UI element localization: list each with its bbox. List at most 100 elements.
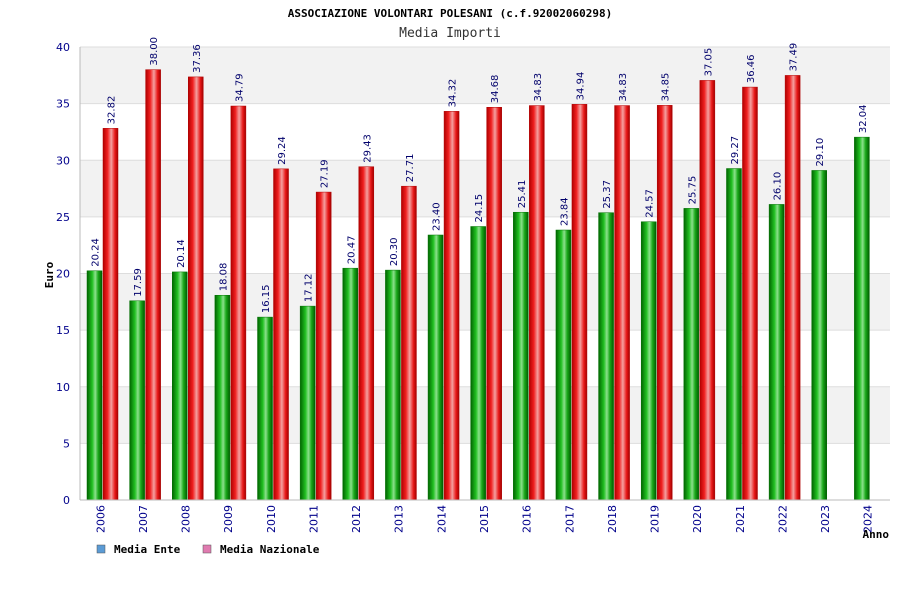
data-label: 20.30 (389, 237, 400, 266)
data-label: 17.59 (133, 268, 144, 297)
bar-media-ente (513, 211, 529, 501)
x-tick-label: 2009 (222, 505, 235, 533)
data-label: 18.08 (218, 263, 229, 292)
x-tick-label: 2014 (435, 505, 448, 533)
data-label: 20.14 (176, 239, 187, 268)
x-tick-label: 2015 (478, 505, 491, 533)
legend-label: Media Nazionale (220, 543, 320, 556)
bar-media-ente (811, 170, 827, 501)
legend-swatch (202, 544, 212, 554)
data-label: 16.15 (261, 284, 272, 313)
data-label: 23.40 (432, 202, 443, 231)
x-tick-label: 2024 (862, 505, 875, 533)
data-label: 37.05 (703, 48, 714, 77)
data-label: 32.82 (107, 96, 118, 125)
x-tick-label: 2016 (521, 505, 534, 533)
bar-media-nazionale (230, 105, 247, 501)
y-tick-label: 25 (56, 211, 70, 224)
bar-media-nazionale (742, 86, 758, 501)
bar-media-ente (683, 208, 700, 501)
bar-media-ente (768, 204, 785, 501)
bar-media-ente (598, 212, 614, 501)
bar-media-nazionale (315, 191, 332, 501)
x-tick-label: 2023 (819, 505, 832, 533)
data-label: 32.04 (858, 105, 869, 134)
bar-media-nazionale (401, 185, 417, 501)
data-label: 27.19 (320, 159, 331, 188)
legend-label: Media Ente (114, 543, 181, 556)
y-axis: 0 5 10 15 20 25 30 35 40 (56, 41, 81, 507)
bar-media-ente (726, 168, 742, 501)
data-label: 37.36 (192, 44, 203, 73)
data-label: 24.57 (645, 189, 656, 218)
y-tick-label: 10 (56, 381, 70, 394)
data-label: 34.85 (661, 73, 672, 102)
data-label: 26.10 (773, 172, 784, 201)
data-label: 20.47 (346, 236, 357, 265)
x-tick-label: 2007 (137, 505, 150, 533)
x-tick-label: 2008 (180, 505, 193, 533)
x-tick-label: 2010 (265, 505, 278, 533)
data-label: 29.27 (730, 136, 741, 165)
data-label: 37.49 (789, 43, 800, 72)
data-label: 34.94 (575, 72, 586, 101)
data-label: 27.71 (405, 154, 416, 183)
data-label: 25.37 (602, 180, 613, 209)
bar-media-ente (214, 294, 231, 501)
bar-media-nazionale (102, 128, 119, 501)
bar-media-ente (427, 234, 444, 501)
data-label: 25.41 (517, 180, 528, 209)
bar-media-nazionale (486, 106, 502, 501)
y-tick-label: 40 (56, 41, 70, 54)
x-tick-label: 2020 (691, 505, 704, 533)
y-tick-label: 35 (56, 98, 70, 111)
data-label: 29.10 (815, 138, 826, 167)
x-tick-label: 2006 (94, 505, 107, 533)
data-label: 29.43 (362, 134, 373, 163)
data-label: 24.15 (474, 194, 485, 223)
data-label: 25.75 (687, 176, 698, 205)
y-tick-label: 0 (63, 494, 70, 507)
data-label: 20.24 (91, 238, 102, 267)
bar-media-nazionale (145, 69, 161, 501)
bar-media-ente (257, 316, 273, 501)
data-label: 38.00 (149, 37, 160, 66)
data-label: 23.84 (559, 197, 570, 226)
bar-media-nazionale (784, 75, 801, 501)
x-tick-label: 2021 (734, 505, 747, 533)
data-label: 34.79 (234, 73, 245, 102)
bar-media-ente (172, 271, 188, 501)
y-axis-label: Euro (43, 261, 56, 288)
bar-media-ente (470, 226, 486, 501)
bar-media-nazionale (529, 105, 545, 501)
bar-media-nazionale (188, 76, 204, 501)
x-tick-label: 2011 (307, 505, 320, 533)
x-axis: 2006 2007 2008 2009 2010 2011 2012 2013 2014 2015… (80, 499, 890, 533)
x-tick-label: 2022 (776, 505, 789, 533)
data-label: 34.83 (618, 73, 629, 102)
bar-media-nazionale (699, 80, 716, 501)
bar-media-ente (555, 229, 572, 501)
bar-media-nazionale (443, 111, 460, 501)
y-tick-label: 30 (56, 154, 70, 167)
bar-media-ente (86, 270, 103, 501)
data-label: 34.83 (533, 73, 544, 102)
x-tick-label: 2013 (393, 505, 406, 533)
bars: 20.24 32.82 17.59 38.00 20.14 37.36 18.08 34.79… (86, 37, 870, 501)
bar-media-ente (854, 136, 870, 501)
bar-media-ente (385, 269, 401, 501)
x-axis-label: Anno (863, 528, 890, 541)
bar-media-ente (299, 305, 316, 501)
bar-media-nazionale (656, 105, 673, 501)
x-tick-label: 2018 (606, 505, 619, 533)
bar-media-nazionale (571, 104, 588, 501)
legend-item-media-nazionale: Media Nazionale (202, 543, 320, 556)
data-label: 34.32 (448, 79, 459, 108)
y-tick-label: 15 (56, 324, 70, 337)
x-tick-label: 2019 (649, 505, 662, 533)
y-tick-label: 20 (56, 268, 70, 281)
data-label: 17.12 (304, 273, 315, 302)
x-tick-label: 2017 (563, 505, 576, 533)
bar-media-nazionale (273, 168, 289, 501)
